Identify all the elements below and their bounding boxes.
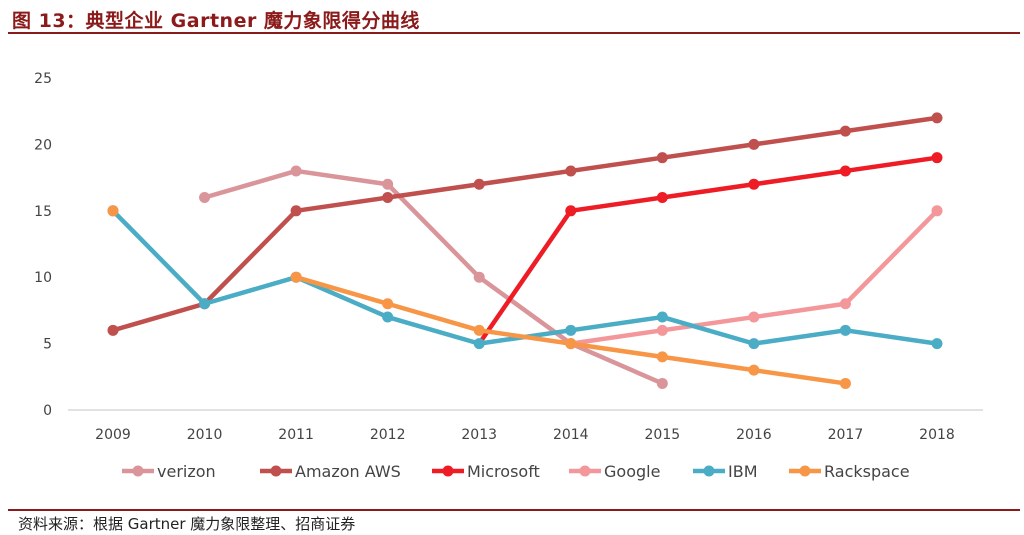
data-point <box>839 324 851 336</box>
data-point <box>290 271 302 283</box>
data-point <box>473 324 485 336</box>
x-tick-label: 2009 <box>95 427 131 443</box>
x-tick-label: 2016 <box>736 427 772 443</box>
data-point <box>931 338 943 350</box>
data-point <box>565 165 577 177</box>
data-point <box>656 192 668 204</box>
legend-marker <box>132 465 144 477</box>
x-tick-label: 2018 <box>919 427 955 443</box>
data-point <box>199 298 211 310</box>
series-line <box>203 168 664 386</box>
data-point <box>839 377 851 389</box>
y-tick-label: 25 <box>34 71 52 87</box>
data-point <box>839 298 851 310</box>
series-amazon-aws <box>107 112 943 336</box>
legend-marker <box>799 465 811 477</box>
data-point <box>107 324 119 336</box>
data-point <box>290 165 302 177</box>
data-point <box>473 178 485 190</box>
data-point <box>656 324 668 336</box>
legend-item: IBM <box>693 462 758 481</box>
title-rule <box>8 32 1020 34</box>
data-point <box>382 178 394 190</box>
data-point <box>839 125 851 137</box>
y-tick-label: 20 <box>34 137 52 153</box>
legend-marker <box>703 465 715 477</box>
data-point <box>382 298 394 310</box>
legend-marker <box>270 465 282 477</box>
legend-item: Rackspace <box>789 462 910 481</box>
data-point <box>839 165 851 177</box>
series-verizon <box>199 165 668 389</box>
figure-title: 图 13：典型企业 Gartner 魔力象限得分曲线 <box>12 10 420 32</box>
data-point <box>382 192 394 204</box>
data-point <box>473 338 485 350</box>
series-microsoft <box>477 152 943 345</box>
legend-item: Google <box>569 462 660 481</box>
legend-label: Google <box>604 462 660 481</box>
data-point <box>199 192 211 204</box>
data-point <box>748 311 760 323</box>
legend-marker <box>579 465 591 477</box>
legend-label: IBM <box>728 462 758 481</box>
source-rule <box>8 509 1020 511</box>
x-tick-label: 2012 <box>370 427 406 443</box>
x-tick-label: 2011 <box>278 427 314 443</box>
data-point <box>565 324 577 336</box>
legend-item: Microsoft <box>432 462 540 481</box>
x-tick-label: 2010 <box>187 427 223 443</box>
data-point <box>748 178 760 190</box>
series-rackspace <box>107 205 851 389</box>
data-point <box>748 138 760 150</box>
y-tick-label: 0 <box>43 403 52 419</box>
data-point <box>931 152 943 164</box>
data-point <box>931 205 943 217</box>
legend-item: verizon <box>122 462 216 481</box>
series-line <box>112 115 938 333</box>
x-tick-label: 2014 <box>553 427 589 443</box>
data-point <box>382 311 394 323</box>
x-axis-ticks: 2009 2010 2011 2012 2013 2014 2015 2016 2017 2018 <box>95 427 955 443</box>
series-line <box>477 155 938 345</box>
series-google <box>565 205 943 350</box>
data-point <box>656 311 668 323</box>
data-point <box>656 152 668 164</box>
legend-label: Microsoft <box>467 462 540 481</box>
data-point <box>473 271 485 283</box>
data-point <box>748 338 760 350</box>
y-tick-label: 5 <box>43 337 52 353</box>
series-group <box>107 112 943 389</box>
y-axis-ticks: 0 5 10 15 20 25 <box>34 71 52 419</box>
data-point <box>565 205 577 217</box>
data-point <box>656 351 668 363</box>
data-point <box>656 377 668 389</box>
x-tick-label: 2013 <box>461 427 497 443</box>
x-tick-label: 2015 <box>645 427 681 443</box>
legend-marker <box>442 465 454 477</box>
legend-label: Rackspace <box>824 462 910 481</box>
data-point <box>748 364 760 376</box>
data-point <box>107 205 119 217</box>
legend-item: Amazon AWS <box>260 462 401 481</box>
legend: verizon Amazon AWS Microsoft Google IBM Racks… <box>122 462 910 481</box>
data-point <box>565 338 577 350</box>
y-tick-label: 10 <box>34 270 52 286</box>
data-point <box>931 112 943 124</box>
source-note: 资料来源：根据 Gartner 魔力象限整理、招商证券 <box>18 515 356 533</box>
x-tick-label: 2017 <box>828 427 864 443</box>
legend-label: Amazon AWS <box>295 462 401 481</box>
y-tick-label: 15 <box>34 204 52 220</box>
data-point <box>290 205 302 217</box>
legend-label: verizon <box>157 462 216 481</box>
